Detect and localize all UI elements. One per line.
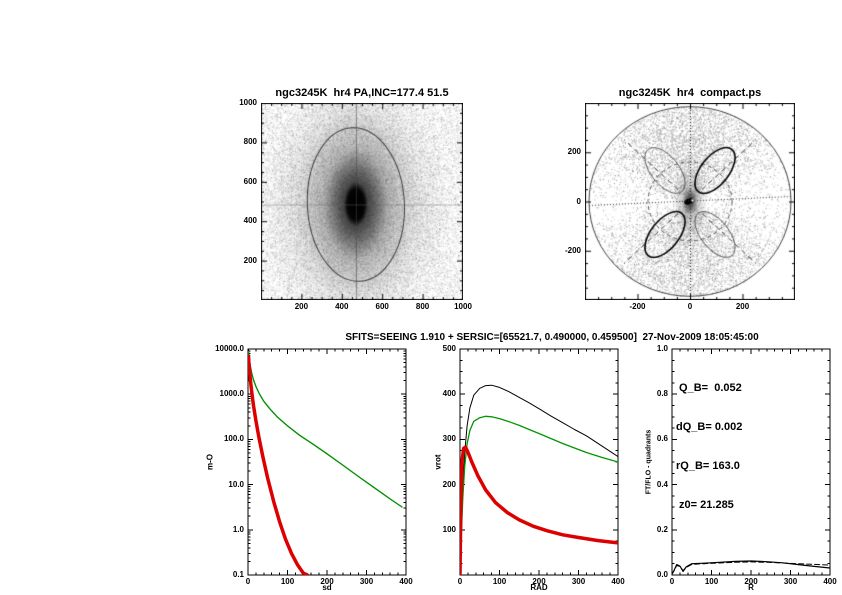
x-tick-label: 200 <box>294 302 309 311</box>
x-tick-label: 0 <box>669 577 675 586</box>
y-tick-label: 0.2 <box>656 524 668 534</box>
fit-summary-title: SFITS=SEEING 1.910 + SERSIC=[65521.7, 0.… <box>345 332 759 343</box>
y-tick-label: 1000.0 <box>219 389 244 399</box>
q-b-value: Q_B= 0.052 <box>676 382 742 394</box>
x-tick-label: 400 <box>611 577 625 586</box>
surface-profile-ylabel: m-O <box>205 454 215 470</box>
y-tick-label: 1.0 <box>656 344 668 353</box>
y-tick-label: 0.8 <box>656 389 668 399</box>
x-tick-label: 100 <box>280 577 295 586</box>
y-tick-label: 200 <box>243 255 257 265</box>
y-tick-label: 300 <box>442 434 456 444</box>
series-compact <box>248 354 310 575</box>
x-tick-label: 800 <box>415 302 430 311</box>
y-tick-label: -200 <box>564 245 581 255</box>
x-tick-label: 400 <box>335 302 349 311</box>
y-tick-label: 1.0 <box>232 524 244 534</box>
dq-b-value: dQ_B= 0.002 <box>676 421 743 433</box>
y-tick-label: 400 <box>442 389 456 399</box>
quadrant-flux-xlabel: R <box>748 583 754 592</box>
x-tick-label: 0 <box>245 577 251 586</box>
x-tick-label: 300 <box>359 577 374 586</box>
x-tick-label: 300 <box>783 577 798 586</box>
series-model <box>248 350 403 508</box>
y-tick-label: 400 <box>243 216 257 226</box>
y-tick-label: 800 <box>243 137 257 147</box>
x-tick-label: 600 <box>375 302 389 311</box>
fit-parameters-box: Q_B= 0.052 dQ_B= 0.002 rQ_B= 163.0 z0= 2… <box>676 356 742 538</box>
galaxy-image-canvas <box>261 103 463 300</box>
y-tick-label: 1000 <box>239 98 257 107</box>
x-tick-label: 0 <box>687 302 693 311</box>
x-tick-label: 200 <box>532 577 546 586</box>
x-tick-label: 100 <box>704 577 719 586</box>
x-tick-label: -200 <box>629 302 646 311</box>
x-tick-label: 100 <box>492 577 507 586</box>
y-tick-label: 0 <box>576 196 581 206</box>
residual-map-title: ngc3245K hr4 compact.ps <box>618 87 762 99</box>
x-tick-label: 200 <box>744 577 758 586</box>
y-tick-label: 100 <box>442 524 456 534</box>
series-model <box>460 415 618 575</box>
y-tick-label: 600 <box>243 176 257 186</box>
x-tick-label: 200 <box>320 577 334 586</box>
y-tick-label: 0.1 <box>232 570 244 579</box>
y-tick-label: 100.0 <box>223 434 244 444</box>
y-tick-label: 0.6 <box>656 434 668 444</box>
series-quadrant-dashed <box>672 561 830 575</box>
y-tick-label: 500 <box>442 344 456 353</box>
y-tick-label: 0.0 <box>656 570 668 579</box>
y-tick-label: 200 <box>442 479 456 489</box>
galaxy-image-title: ngc3245K hr4 PA,INC=177.4 51.5 <box>275 87 449 99</box>
y-tick-label: 200 <box>567 147 581 157</box>
y-tick-label: 0.4 <box>656 479 668 489</box>
z0-value: z0= 21.285 <box>676 499 734 511</box>
y-tick-label: 10.0 <box>228 479 244 489</box>
rotation-curve-xlabel: RAD <box>530 583 548 592</box>
x-tick-label: 200 <box>735 302 750 311</box>
residual-map-canvas <box>585 103 795 300</box>
series-compact <box>460 445 618 575</box>
rq-b-value: rQ_B= 163.0 <box>676 460 740 472</box>
quadrant-flux-chart <box>671 348 831 576</box>
x-tick-label: 0 <box>457 577 463 586</box>
x-tick-label: 400 <box>399 577 413 586</box>
rotation-curve-chart <box>459 348 619 576</box>
series-data <box>248 349 403 508</box>
surface-profile-chart <box>247 348 407 576</box>
rotation-curve-ylabel: vrot <box>433 454 443 470</box>
x-tick-label: 1000 <box>454 302 472 311</box>
x-tick-label: 300 <box>571 577 586 586</box>
series-data <box>460 384 618 575</box>
x-tick-label: 400 <box>823 577 837 586</box>
surface-profile-xlabel: sd <box>322 583 332 592</box>
y-tick-label: 10000.0 <box>215 344 244 353</box>
